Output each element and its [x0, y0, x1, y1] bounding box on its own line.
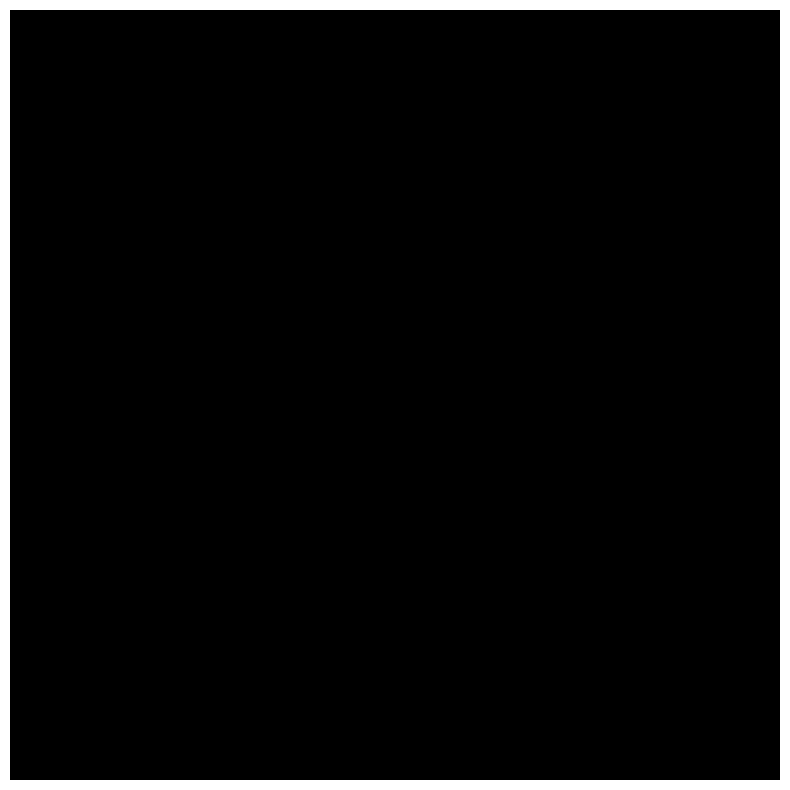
word-cloud — [10, 10, 780, 780]
word-cloud-canvas — [10, 10, 780, 780]
